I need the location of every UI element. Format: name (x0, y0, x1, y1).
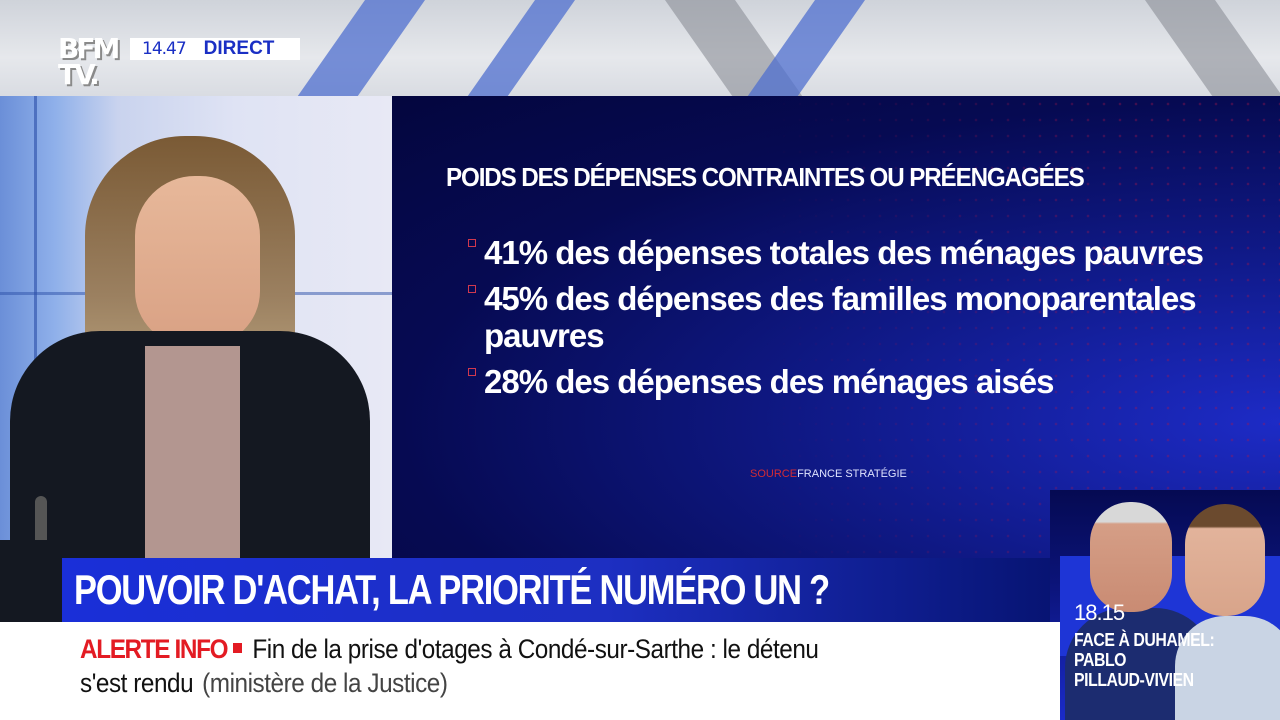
ticker-line1: ALERTE INFO Fin de la prise d'otages à Co… (80, 634, 819, 665)
bullet-item: 45% des dépenses des familles monoparent… (468, 280, 1204, 354)
alert-label: ALERTE INFO (80, 634, 228, 664)
source-label: SOURCE (750, 468, 798, 480)
bullet-square-icon (468, 239, 476, 247)
upcoming-show-promo: 18.15 FACE À DUHAMEL: PABLO PILLAUD-VIVI… (1050, 490, 1280, 720)
bullet-text: 28% des dépenses des ménages aisés (484, 363, 1055, 400)
bfmtv-logo: BFM TV. (58, 32, 124, 91)
ticker-attribution: (ministère de la Justice) (202, 668, 448, 698)
clock-time: 14.47 (142, 39, 187, 59)
promo-title-line3: PILLAUD-VIVIEN (1074, 670, 1194, 690)
alert-square-icon (232, 643, 242, 654)
bullet-list: 41% des dépenses totales des ménages pau… (468, 234, 1204, 409)
live-clock-badge: 14.47 DIRECT (130, 38, 300, 60)
speaker-video (0, 96, 392, 562)
source-value: FRANCE STRATÉGIE (797, 468, 907, 480)
promo-title: FACE À DUHAMEL: PABLO PILLAUD-VIVIEN (1074, 630, 1215, 690)
headline-text: POUVOIR D'ACHAT, LA PRIORITÉ NUMÉRO UN ? (74, 566, 830, 613)
ticker-text-cont: s'est rendu (80, 668, 194, 698)
logo-line1: BFM (58, 32, 120, 65)
headline-notch (0, 540, 62, 622)
guest-portrait-1 (1090, 502, 1172, 612)
promo-time: 18.15 (1074, 600, 1125, 625)
headline-bar: POUVOIR D'ACHAT, LA PRIORITÉ NUMÉRO UN ? (62, 558, 1050, 622)
live-label: DIRECT (203, 38, 275, 59)
bullet-item: 41% des dépenses totales des ménages pau… (468, 234, 1204, 271)
logo-line2: TV. (58, 58, 100, 91)
speaker-face (135, 176, 260, 346)
bullet-square-icon (468, 285, 476, 293)
bullet-square-icon (468, 368, 476, 376)
news-ticker: ALERTE INFO Fin de la prise d'otages à Co… (0, 622, 1050, 720)
source-credit: SOURCEFRANCE STRATÉGIE (750, 468, 907, 480)
bullet-text: 45% des dépenses des familles monoparent… (484, 280, 1197, 354)
bullet-text: 41% des dépenses totales des ménages pau… (484, 234, 1204, 271)
ticker-text: Fin de la prise d'otages à Condé-sur-Sar… (252, 634, 819, 664)
speaker-blouse (145, 346, 240, 562)
guest-portrait-2 (1185, 504, 1265, 616)
promo-title-line1: FACE À DUHAMEL: (1074, 630, 1215, 650)
bullet-item: 28% des dépenses des ménages aisés (468, 363, 1204, 400)
graphic-title: POIDS DES DÉPENSES CONTRAINTES OU PRÉENG… (446, 162, 1085, 192)
promo-title-line2: PABLO (1074, 650, 1127, 670)
ticker-line2: s'est rendu (ministère de la Justice) (80, 668, 448, 699)
dot-pattern (760, 96, 1280, 562)
info-graphic-panel: POIDS DES DÉPENSES CONTRAINTES OU PRÉENG… (392, 96, 1280, 562)
